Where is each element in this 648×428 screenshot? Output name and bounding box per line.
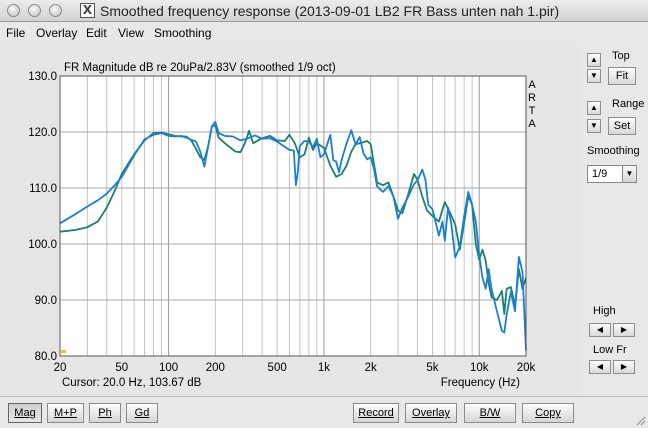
y-tick-label: 90.0 (35, 295, 57, 307)
zoom-window-button[interactable] (49, 4, 62, 17)
high-right-button[interactable]: ▶ (613, 323, 635, 337)
mag-phase-button[interactable]: M+P (47, 403, 84, 423)
top-down-button[interactable]: ▼ (587, 69, 601, 83)
mag-button[interactable]: Mag (8, 403, 42, 423)
x-tick-label: 2k (365, 362, 377, 374)
y-tick-label: 80.0 (35, 351, 57, 363)
low-fr-label: Low Fr (593, 344, 627, 356)
x-tick-label: 20 (54, 362, 67, 374)
cursor-marker (60, 350, 66, 353)
menu-view[interactable]: View (118, 26, 144, 40)
x-tick-label: 10k (470, 362, 489, 374)
menu-smoothing[interactable]: Smoothing (154, 26, 212, 40)
low-left-button[interactable]: ◀ (589, 360, 611, 374)
smoothing-label: Smoothing (587, 145, 640, 157)
top-up-button[interactable]: ▲ (587, 53, 601, 67)
x-tick-label: 5k (426, 362, 438, 374)
x-tick-label: 100 (159, 362, 178, 374)
bw-button[interactable]: B/W (464, 403, 516, 423)
record-button[interactable]: Record (353, 403, 399, 423)
overlay-button[interactable]: Overlay (405, 403, 457, 423)
plot-panel[interactable]: FR Magnitude dB re 20uPa/2.83V (smoothed… (0, 42, 580, 396)
arta-brand-letter: A (528, 118, 536, 130)
menu-overlay[interactable]: Overlay (36, 26, 78, 40)
copy-button[interactable]: Copy (522, 403, 574, 423)
menu-file[interactable]: File (6, 26, 26, 40)
x-tick-label: 1k (318, 362, 330, 374)
y-tick-label: 110.0 (29, 183, 57, 195)
minimize-window-button[interactable] (28, 4, 41, 17)
smoothing-value: 1/9 (592, 168, 608, 180)
menu-bar: File Overlay Edit View Smoothing (0, 23, 648, 42)
x-tick-label: 50 (115, 362, 128, 374)
plot-area[interactable] (60, 76, 526, 356)
close-window-button[interactable] (7, 4, 20, 17)
y-tick-label: 120.0 (28, 127, 57, 139)
chevron-down-icon[interactable]: ▼ (622, 166, 636, 182)
resize-grip-icon[interactable] (634, 414, 646, 426)
range-down-button[interactable]: ▼ (587, 119, 601, 133)
chart-title: FR Magnitude dB re 20uPa/2.83V (smoothed… (64, 62, 336, 74)
cursor-readout: Cursor: 20.0 Hz, 103.67 dB (62, 377, 202, 389)
x-tick-label: 200 (206, 362, 225, 374)
arta-brand-letter: T (529, 105, 536, 117)
frequency-response-chart[interactable]: FR Magnitude dB re 20uPa/2.83V (smoothed… (0, 42, 580, 396)
group-delay-button[interactable]: Gd (126, 403, 158, 423)
range-up-button[interactable]: ▲ (587, 101, 601, 115)
title-bar: X Smoothed frequency response (2013-09-0… (0, 0, 648, 22)
y-tick-label: 130.0 (28, 71, 57, 83)
x11-app-icon: X (80, 3, 95, 18)
x-tick-label: 500 (268, 362, 287, 374)
menu-edit[interactable]: Edit (86, 26, 107, 40)
bottom-toolbar: Mag M+P Ph Gd Record Overlay B/W Copy (0, 396, 648, 428)
plot-border (59, 75, 527, 357)
range-label: Range (612, 98, 645, 110)
arta-brand-letter: A (528, 79, 536, 91)
phase-button[interactable]: Ph (89, 403, 121, 423)
high-left-button[interactable]: ◀ (589, 323, 611, 337)
set-button[interactable]: Set (608, 117, 636, 135)
frequency-response-series-2 (59, 121, 527, 351)
arta-brand-letter: R (528, 92, 536, 104)
smoothing-select[interactable]: 1/9 ▼ (587, 165, 637, 183)
low-right-button[interactable]: ▶ (613, 360, 635, 374)
top-label: Top (612, 50, 630, 62)
x-tick-label: 20k (517, 362, 536, 374)
window-title: Smoothed frequency response (2013-09-01 … (100, 3, 560, 19)
y-tick-label: 100.0 (28, 239, 57, 251)
high-label: High (593, 305, 616, 317)
x-axis-label: Frequency (Hz) (441, 377, 520, 389)
fit-button[interactable]: Fit (608, 67, 636, 85)
